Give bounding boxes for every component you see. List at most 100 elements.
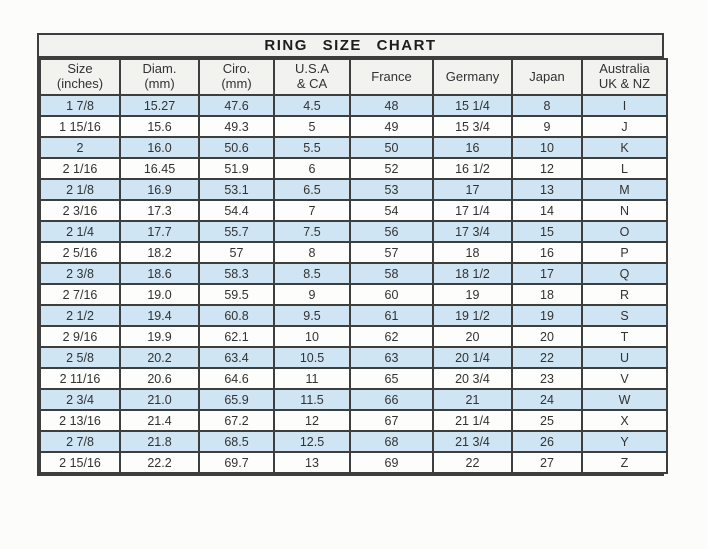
table-cell: 18.6 — [119, 262, 200, 285]
table-cell: W — [581, 388, 668, 411]
table-cell: 2 9/16 — [39, 325, 121, 348]
table-cell: 65.9 — [198, 388, 275, 411]
table-cell: 16.0 — [119, 136, 200, 159]
table-cell: 1 15/16 — [39, 115, 121, 138]
table-cell: 8 — [511, 94, 583, 117]
table-cell: 19.9 — [119, 325, 200, 348]
table-cell: 61 — [349, 304, 434, 327]
table-cell: 64.6 — [198, 367, 275, 390]
table-cell: 20.6 — [119, 367, 200, 390]
table-row: 2 9/16 19.9 62.1 10 62 20 20 T — [39, 325, 668, 348]
table-cell: Y — [581, 430, 668, 453]
table-cell: 10.5 — [273, 346, 351, 369]
table-cell: Q — [581, 262, 668, 285]
table-cell: 17 3/4 — [432, 220, 513, 243]
table-cell: 10 — [511, 136, 583, 159]
table-cell: 15.6 — [119, 115, 200, 138]
table-cell: 13 — [511, 178, 583, 201]
table-cell: 15 3/4 — [432, 115, 513, 138]
table-cell: 7.5 — [273, 220, 351, 243]
table-cell: S — [581, 304, 668, 327]
table-cell: 66 — [349, 388, 434, 411]
table-row: 2 1/2 19.4 60.8 9.5 61 19 1/2 19 S — [39, 304, 668, 327]
table-cell: 21 1/4 — [432, 409, 513, 432]
table-row: 2 11/16 20.6 64.6 11 65 20 3/4 23 V — [39, 367, 668, 390]
table-cell: 8 — [273, 241, 351, 264]
table-body: 1 7/8 15.27 47.6 4.5 48 15 1/4 8 I 1 15/16 15.6 49… — [39, 94, 668, 474]
table-cell: N — [581, 199, 668, 222]
table-cell: 65 — [349, 367, 434, 390]
table-cell: 20 3/4 — [432, 367, 513, 390]
table-cell: 49.3 — [198, 115, 275, 138]
column-header: Japan — [511, 58, 583, 96]
table-cell: 50 — [349, 136, 434, 159]
table-row: 2 7/8 21.8 68.5 12.5 68 21 3/4 26 Y — [39, 430, 668, 453]
chart-title: RING SIZE CHART — [39, 35, 662, 58]
table-row: 2 7/16 19.0 59.5 9 60 19 18 R — [39, 283, 668, 306]
column-header: Size (inches) — [39, 58, 121, 96]
table-cell: 52 — [349, 157, 434, 180]
table-cell: 12 — [273, 409, 351, 432]
table-cell: 22 — [432, 451, 513, 474]
table-cell: 27 — [511, 451, 583, 474]
table-cell: 16 — [511, 241, 583, 264]
table-row: 1 15/16 15.6 49.3 5 49 15 3/4 9 J — [39, 115, 668, 138]
table-cell: 20 — [511, 325, 583, 348]
table-cell: 2 7/16 — [39, 283, 121, 306]
table-cell: X — [581, 409, 668, 432]
table-cell: 2 1/4 — [39, 220, 121, 243]
table-cell: 21 3/4 — [432, 430, 513, 453]
table-cell: 2 3/16 — [39, 199, 121, 222]
table-cell: 49 — [349, 115, 434, 138]
table-cell: 22 — [511, 346, 583, 369]
column-header: France — [349, 58, 434, 96]
table-cell: 15 1/4 — [432, 94, 513, 117]
column-header: Germany — [432, 58, 513, 96]
table-cell: 50.6 — [198, 136, 275, 159]
table-row: 2 1/4 17.7 55.7 7.5 56 17 3/4 15 O — [39, 220, 668, 243]
table-cell: 19 — [432, 283, 513, 306]
table-cell: 21 — [432, 388, 513, 411]
table-cell: 16.45 — [119, 157, 200, 180]
column-header: U.S.A & CA — [273, 58, 351, 96]
table-cell: 54 — [349, 199, 434, 222]
table-cell: 60.8 — [198, 304, 275, 327]
table-cell: 22.2 — [119, 451, 200, 474]
table-cell: 9 — [273, 283, 351, 306]
table-row: 2 3/4 21.0 65.9 11.5 66 21 24 W — [39, 388, 668, 411]
table-cell: 53 — [349, 178, 434, 201]
table-cell: 17 1/4 — [432, 199, 513, 222]
table-cell: 15.27 — [119, 94, 200, 117]
table-cell: 57 — [349, 241, 434, 264]
table-cell: 5.5 — [273, 136, 351, 159]
table-cell: 6.5 — [273, 178, 351, 201]
table-cell: 14 — [511, 199, 583, 222]
table-row: 2 1/8 16.9 53.1 6.5 53 17 13 M — [39, 178, 668, 201]
table-cell: 21.4 — [119, 409, 200, 432]
table-cell: 26 — [511, 430, 583, 453]
table-cell: 59.5 — [198, 283, 275, 306]
table-row: 2 5/16 18.2 57 8 57 18 16 P — [39, 241, 668, 264]
table-cell: 4.5 — [273, 94, 351, 117]
table-cell: 5 — [273, 115, 351, 138]
table-cell: 19.4 — [119, 304, 200, 327]
table-cell: 69.7 — [198, 451, 275, 474]
table-cell: 18.2 — [119, 241, 200, 264]
table-cell: 24 — [511, 388, 583, 411]
table-cell: 2 5/16 — [39, 241, 121, 264]
table-cell: 2 5/8 — [39, 346, 121, 369]
table-cell: 17.3 — [119, 199, 200, 222]
table-cell: 25 — [511, 409, 583, 432]
table-cell: 17 — [511, 262, 583, 285]
table-cell: L — [581, 157, 668, 180]
table-cell: V — [581, 367, 668, 390]
table-cell: M — [581, 178, 668, 201]
ring-size-table: Size (inches) Diam. (mm) Ciro. (mm) U.S.A & CA F… — [39, 58, 668, 474]
table-cell: 2 3/4 — [39, 388, 121, 411]
table-cell: 2 3/8 — [39, 262, 121, 285]
table-cell: 19 1/2 — [432, 304, 513, 327]
table-cell: 2 — [39, 136, 121, 159]
table-cell: 19 — [511, 304, 583, 327]
table-cell: 2 1/8 — [39, 178, 121, 201]
table-cell: 56 — [349, 220, 434, 243]
